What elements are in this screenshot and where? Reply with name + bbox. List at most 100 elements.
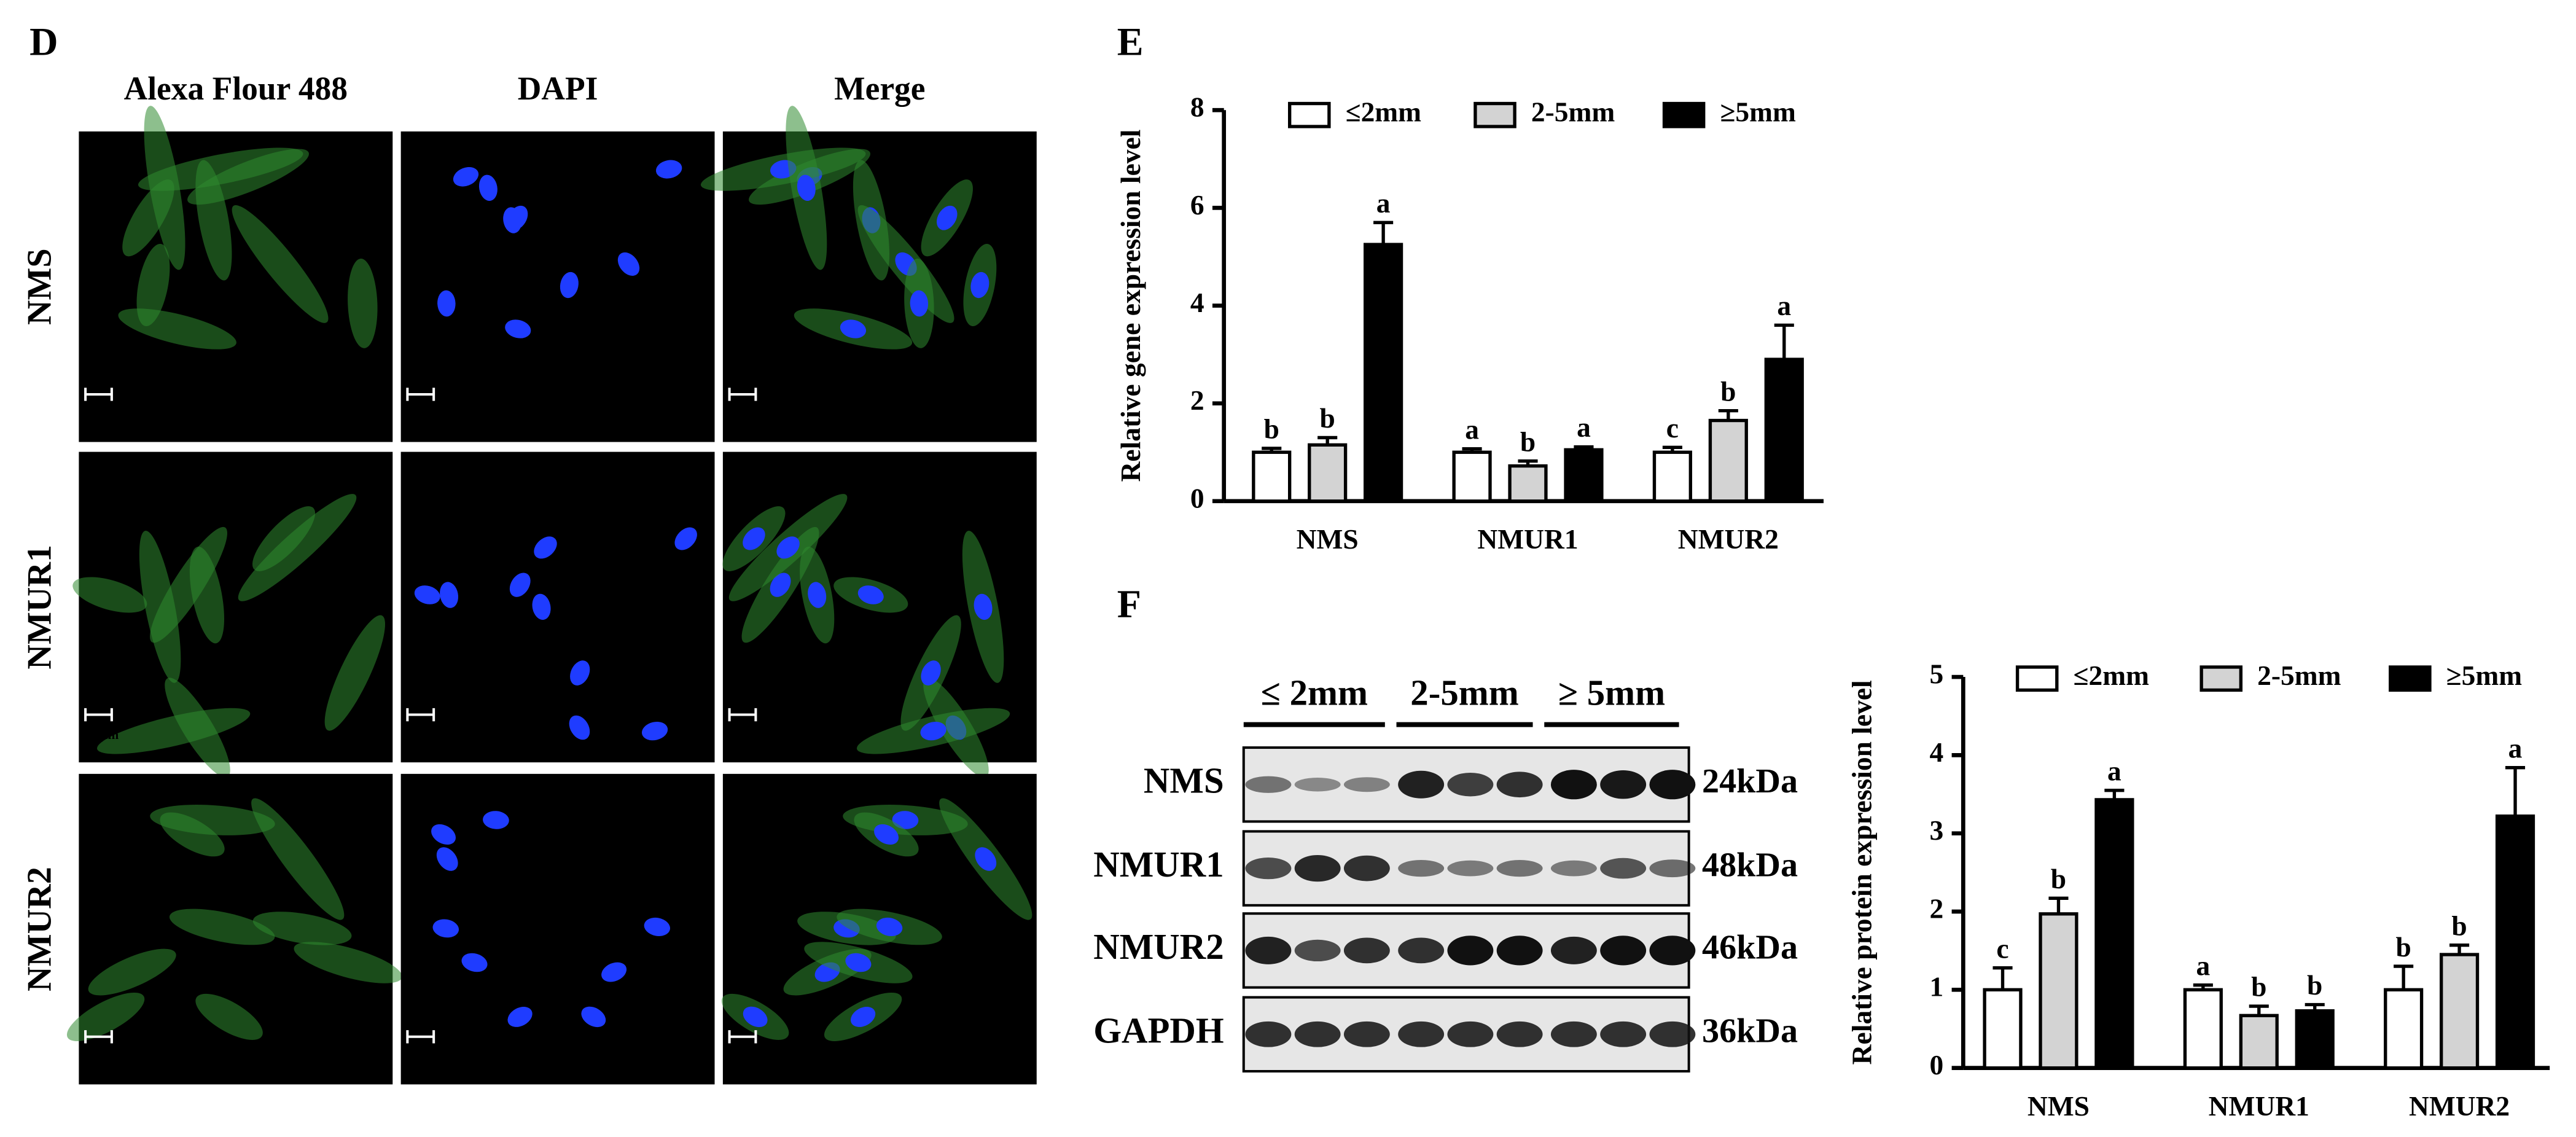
- blot-band: [1649, 770, 1696, 800]
- nucleus: [532, 593, 551, 620]
- scale-bar-label: 20 µm: [406, 407, 441, 422]
- significance-letter: a: [2107, 755, 2121, 786]
- x-tick-label: NMS: [1297, 523, 1359, 555]
- nucleus: [970, 272, 989, 299]
- nucleus: [876, 917, 903, 936]
- bar: [2495, 814, 2535, 1070]
- nucleus: [581, 1006, 606, 1028]
- nucleus: [440, 582, 459, 608]
- nucleus: [507, 1007, 533, 1027]
- nucleus: [974, 593, 993, 620]
- y-tick-label: 5: [1929, 658, 1943, 689]
- nucleus: [975, 847, 997, 871]
- nucleus: [644, 917, 670, 936]
- significance-letter: b: [1320, 402, 1335, 434]
- nucleus: [655, 160, 682, 179]
- cell-body: [169, 908, 275, 945]
- error-bar: [2104, 788, 2125, 800]
- error-bar: [2449, 944, 2470, 955]
- blot-band: [1398, 770, 1445, 799]
- x-tick-label: NMUR1: [2209, 1090, 2309, 1122]
- error-bar: [2394, 964, 2414, 990]
- blot-band: [1649, 859, 1696, 878]
- y-tick-label: 1: [1929, 971, 1943, 1002]
- significance-letter: b: [1264, 413, 1279, 445]
- panel-label: F: [1117, 582, 1141, 625]
- column-header: Alexa Flour 488: [124, 70, 348, 107]
- significance-letter: b: [2051, 863, 2066, 894]
- cell-body: [252, 506, 316, 571]
- legend-label: ≤2mm: [2074, 660, 2150, 691]
- blot-band: [1398, 937, 1445, 964]
- y-tick-label: 4: [1929, 737, 1943, 768]
- significance-letter: c: [1666, 412, 1679, 443]
- error-bar: [1992, 966, 2013, 990]
- blot-band: [1649, 936, 1696, 966]
- nucleus: [570, 660, 590, 686]
- scale-bar-label: 20 µm: [728, 1049, 763, 1064]
- cell-body: [252, 912, 352, 945]
- cell-body: [348, 259, 378, 348]
- blot-band: [1294, 1021, 1341, 1047]
- nucleus: [436, 847, 458, 871]
- blot-group-label: ≤ 2mm: [1261, 673, 1368, 713]
- error-bar: [1718, 408, 1738, 421]
- cell-body: [294, 942, 402, 983]
- bar: [1452, 450, 1492, 503]
- scale-bar-label: 20 µm: [406, 1049, 441, 1064]
- nucleus: [874, 824, 899, 845]
- y-tick-label: 6: [1190, 189, 1204, 221]
- x-tick-label: NMUR1: [1477, 523, 1578, 555]
- blot-band: [1600, 1021, 1647, 1047]
- blot-band: [1496, 859, 1543, 877]
- bar: [1308, 443, 1348, 503]
- blot-band: [1398, 1021, 1445, 1047]
- blot-band: [1550, 1021, 1597, 1047]
- blot-size-label: 24kDa: [1702, 762, 1798, 800]
- error-bar: [2305, 1002, 2325, 1011]
- nucleus: [483, 811, 509, 829]
- scale-bar-label: 20 µm: [84, 407, 119, 422]
- error-bar: [1574, 445, 1594, 450]
- nucleus: [641, 722, 668, 741]
- blot-band: [1550, 770, 1597, 800]
- legend-label: ≥5mm: [1720, 96, 1796, 128]
- nucleus: [840, 319, 867, 338]
- bar: [2295, 1009, 2335, 1070]
- blot-band: [1447, 1021, 1494, 1047]
- scale-bar: [84, 1030, 113, 1044]
- blot-band: [1343, 777, 1390, 792]
- nucleus: [797, 174, 816, 201]
- blot-band: [1245, 857, 1292, 880]
- nucleus: [569, 715, 590, 740]
- legend-swatch: [2199, 665, 2243, 692]
- cell-body: [118, 308, 236, 350]
- cell-body: [238, 494, 357, 601]
- error-bar: [1518, 459, 1538, 466]
- nucleus: [776, 536, 800, 559]
- micrograph: [400, 131, 715, 442]
- scale-bar: [84, 708, 113, 722]
- bar: [1508, 464, 1548, 503]
- nucleus: [937, 205, 958, 230]
- significance-letter: b: [2451, 910, 2467, 941]
- row-label: NMUR1: [20, 545, 58, 670]
- nucleus: [507, 205, 528, 230]
- legend-label: ≤2mm: [1346, 96, 1422, 128]
- panel-label: E: [1117, 20, 1144, 64]
- y-axis-title: Relative protein expression level: [1846, 680, 1877, 1065]
- blot-band: [1496, 1021, 1543, 1047]
- error-bar: [2249, 1004, 2269, 1016]
- cell-body: [138, 147, 303, 191]
- error-bar: [1317, 436, 1338, 445]
- blot-band: [1294, 939, 1341, 962]
- legend-swatch: [1662, 101, 1706, 128]
- significance-letter: a: [1465, 413, 1479, 445]
- bar: [1983, 988, 2023, 1070]
- nucleus: [509, 572, 531, 597]
- cell-body: [232, 205, 329, 323]
- blot-row-label: NMUR2: [1093, 927, 1224, 967]
- legend-label: 2-5mm: [1531, 96, 1615, 128]
- bar: [1564, 448, 1604, 503]
